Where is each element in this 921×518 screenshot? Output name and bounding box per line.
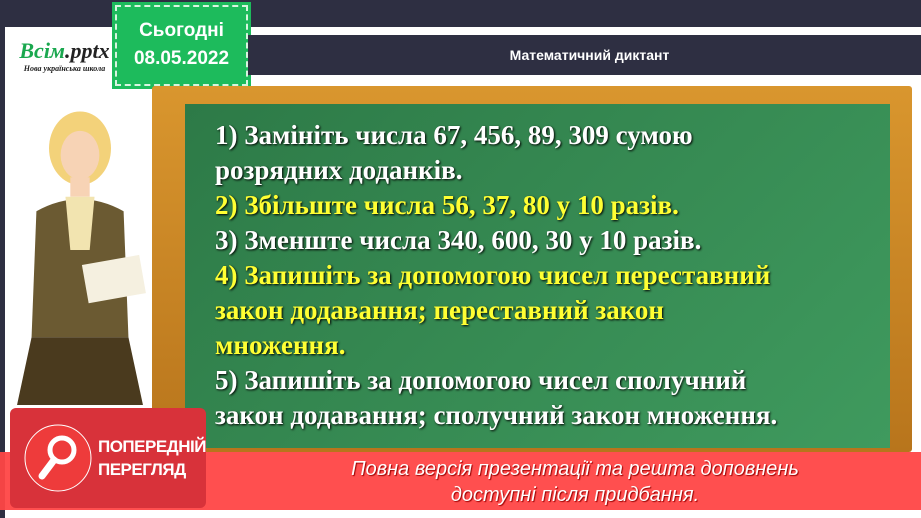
chalkboard: 1) Замініть числа 67, 456, 89, 309 сумою…: [185, 104, 890, 448]
board-line: розрядних доданків.: [215, 155, 463, 185]
notice-line-2: доступні після придбання.: [450, 484, 700, 506]
teacher-illustration: [17, 111, 146, 405]
board-line: 2) Збільште числа 56, 37, 80 у 10 разів.: [215, 190, 679, 220]
slide-title: Математичний диктант: [509, 47, 670, 63]
magnifier-icon: [24, 424, 92, 492]
slide-title-bar: Математичний диктант: [248, 35, 921, 75]
board-line: 3) Зменште числа 340, 600, 30 у 10 разів…: [215, 225, 702, 255]
logo-ext: .pptx: [65, 38, 110, 63]
logo-brand: Всім: [19, 38, 65, 63]
logo: Всім.pptx Нова українська школа: [12, 38, 117, 73]
board-line: 5) Запишіть за допомогою чисел сполучний: [215, 365, 747, 395]
preview-line-2: ПЕРЕГЛЯД: [97, 460, 186, 479]
preview-line-1: ПОПЕРЕДНІЙ: [97, 437, 207, 456]
date-label: Сьогодні: [139, 20, 224, 41]
board-line: закон додавання; сполучний закон множенн…: [215, 400, 778, 430]
board-line: 4) Запишіть за допомогою чисел переставн…: [215, 260, 771, 290]
preview-button[interactable]: ПОПЕРЕДНІЙ ПЕРЕГЛЯД: [10, 408, 207, 508]
notice-line-1: Повна версія презентації та решта доповн…: [351, 458, 799, 480]
board-line: 1) Замініть числа 67, 456, 89, 309 сумою: [215, 120, 693, 150]
date-badge: Сьогодні 08.05.2022: [112, 2, 251, 89]
date-value: 08.05.2022: [133, 48, 230, 69]
logo-subtitle: Нова українська школа: [23, 64, 106, 73]
board-line: закон додавання; переставний закон: [215, 295, 664, 325]
board-line: множення.: [215, 330, 346, 360]
